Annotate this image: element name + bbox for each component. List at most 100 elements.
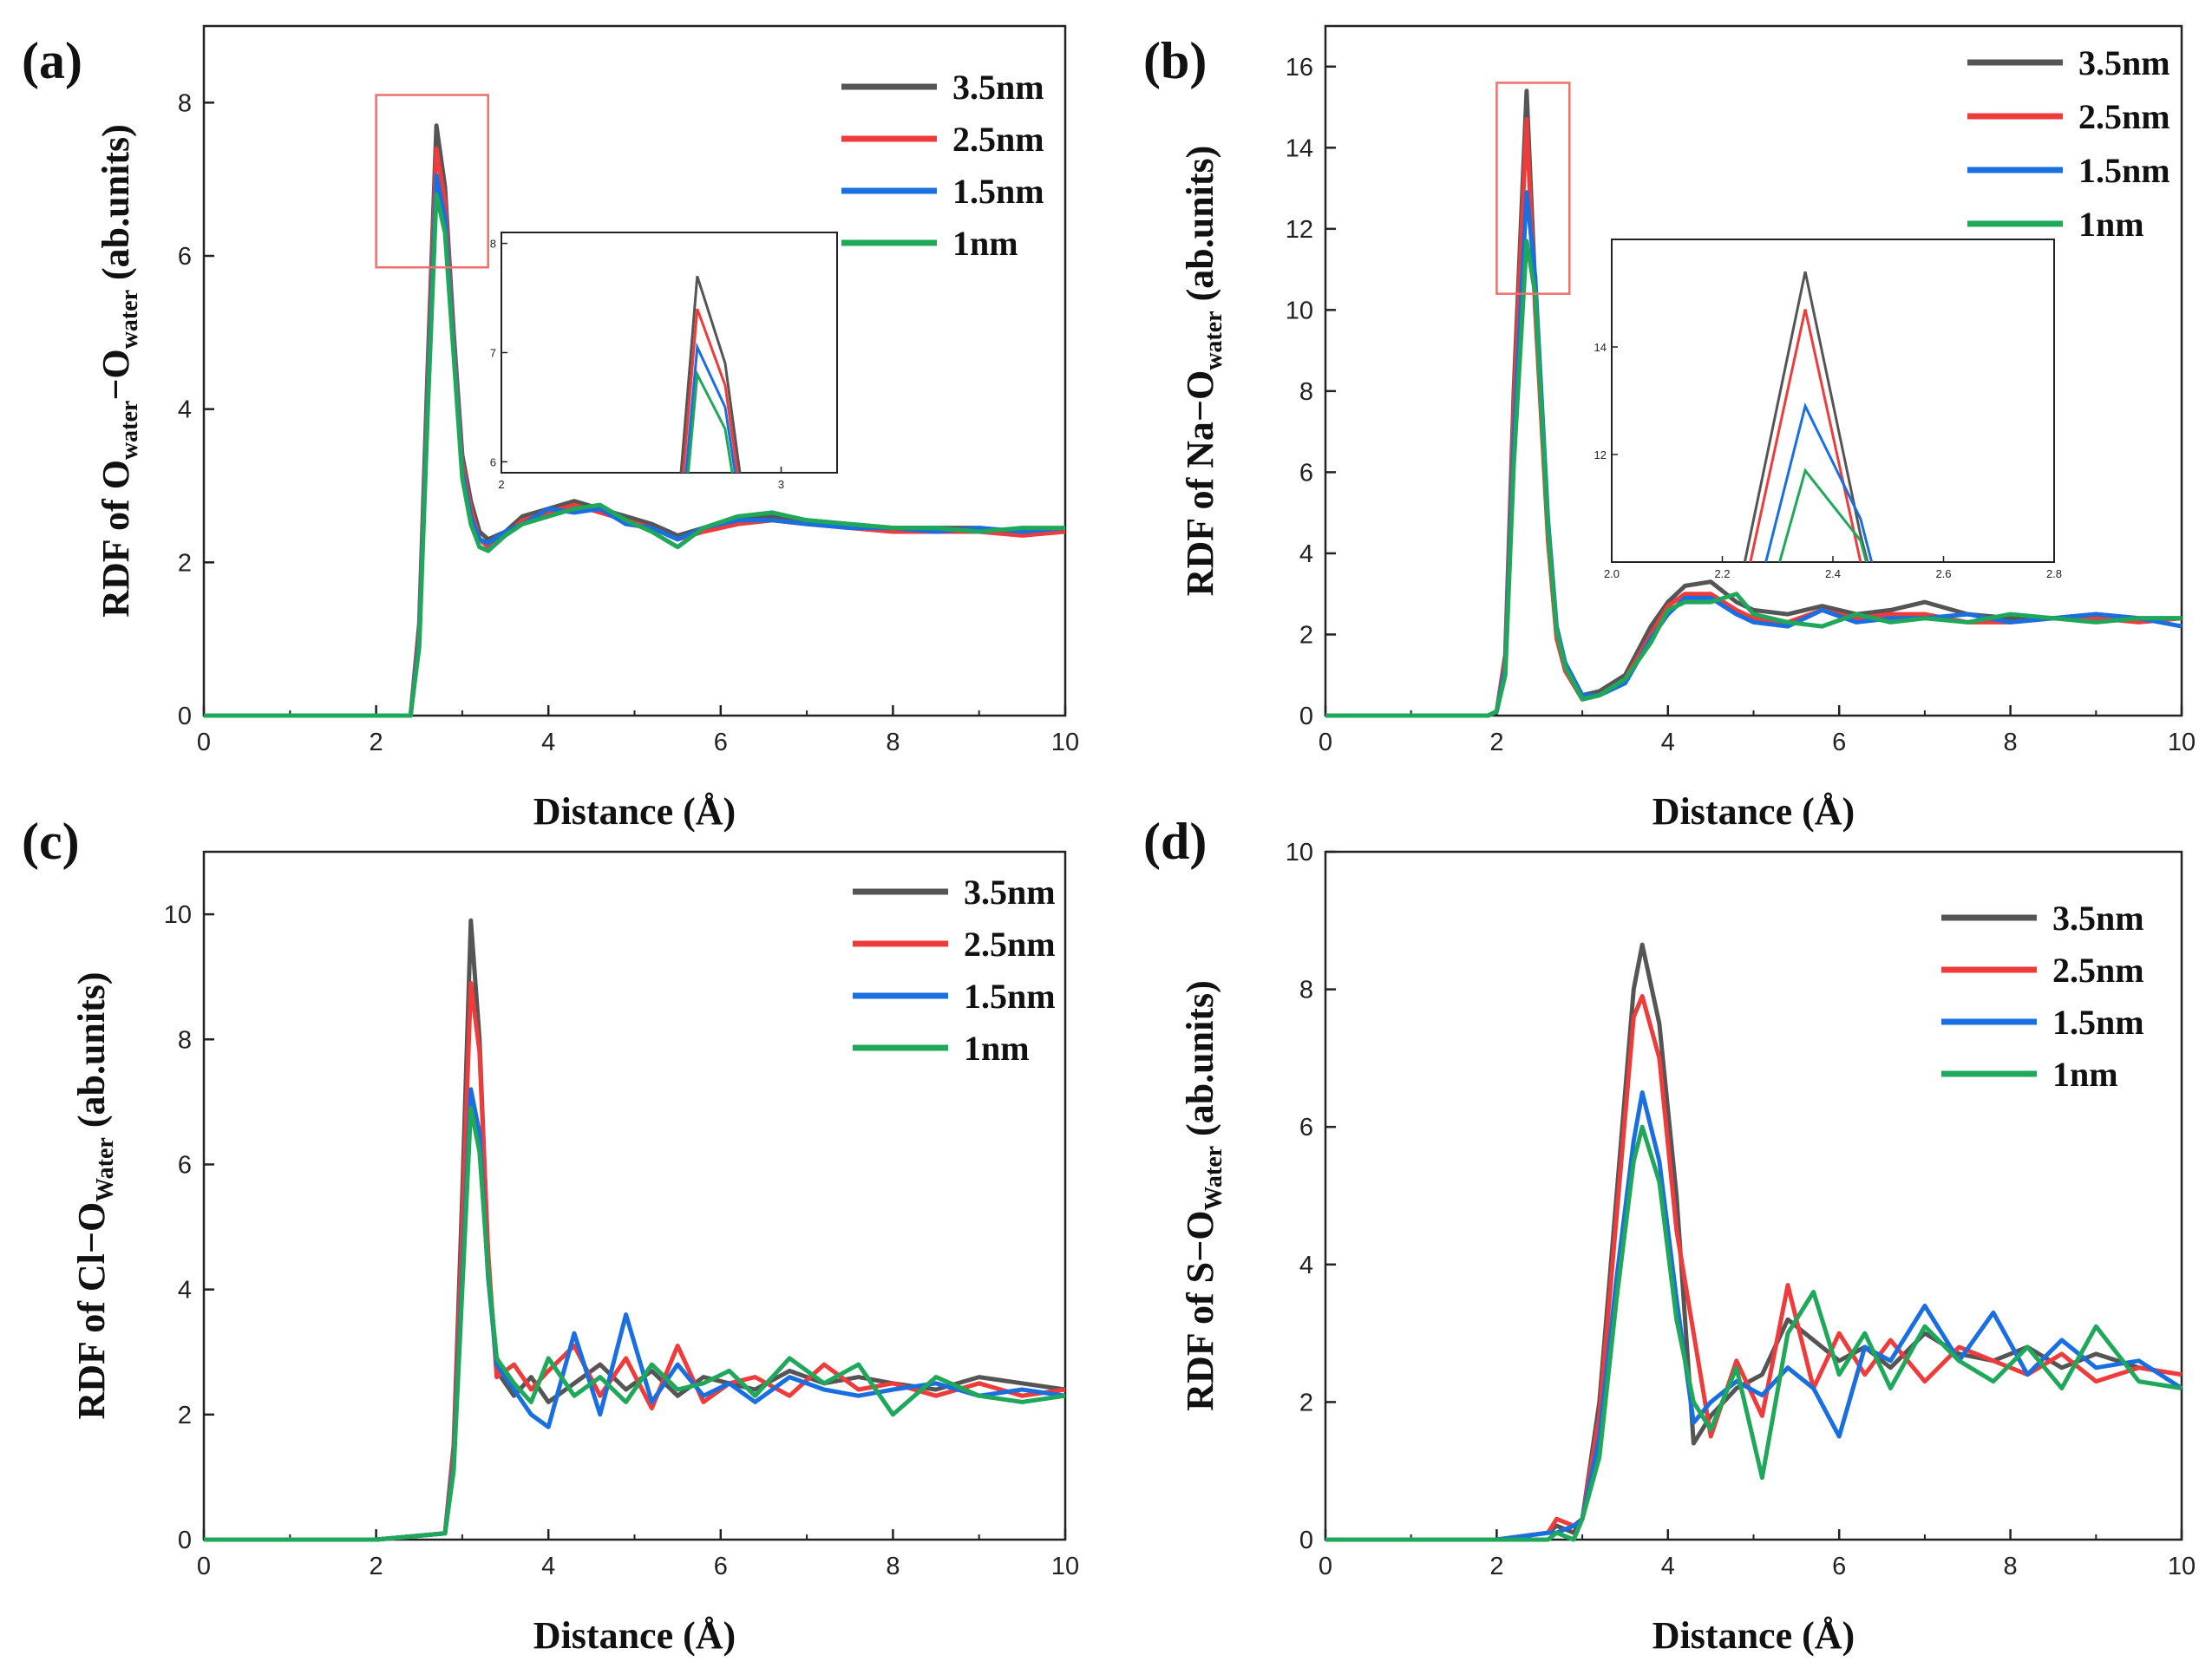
x-tick-label: 4: [1661, 729, 1675, 756]
legend-label: 1.5nm: [2052, 1003, 2144, 1042]
x-tick-label: 6: [714, 729, 728, 756]
y-label-subscript: water: [116, 290, 143, 349]
series-line-1.5nm: [204, 1087, 1066, 1542]
inset-y-tick-label: 14: [1594, 341, 1607, 354]
x-axis-label: Distance (Å): [1652, 1614, 1855, 1657]
y-tick-label: 4: [1299, 540, 1313, 568]
legend-label: 1.5nm: [2078, 151, 2170, 190]
inset-y-tick-label: 8: [490, 238, 496, 251]
y-tick-label: 2: [178, 549, 192, 577]
y-label-subscript: Water: [1201, 1146, 1227, 1211]
x-tick-label: 10: [2168, 729, 2196, 756]
y-label-part: RDF of Cl−O: [70, 1202, 113, 1420]
legend-label: 1.5nm: [964, 977, 1056, 1016]
series-line-2.5nm: [204, 980, 1066, 1542]
inset-plot: 2 3 6 7 8: [490, 232, 838, 491]
series-line-1nm: [1325, 1124, 2183, 1542]
x-tick-label: 2: [370, 1553, 383, 1580]
x-tick-label: 0: [197, 1553, 211, 1580]
y-label-part: −O: [95, 349, 137, 400]
y-tick-label: 6: [1299, 459, 1313, 487]
legend-label: 1.5nm: [952, 172, 1044, 211]
inset-y-tick-label: 7: [490, 347, 496, 360]
y-tick-label: 4: [178, 1277, 192, 1305]
series-line-1nm: [1325, 239, 2182, 718]
inset-x-tick-label: 2: [498, 478, 504, 491]
y-tick-label: 2: [1299, 1389, 1313, 1416]
x-tick-label: 2: [1489, 729, 1503, 756]
series-line-1.5nm: [1325, 1090, 2183, 1542]
panel-d: 0 2 4 6 8 10 0 2 4 6 8 10 (d) Distance (Å) RDF of S−OW…: [1143, 813, 2196, 1657]
x-tick-label: 8: [2004, 1553, 2018, 1580]
y-tick-label: 6: [178, 243, 192, 271]
inset-x-tick-label: 2.2: [1714, 567, 1730, 580]
legend-label: 3.5nm: [2078, 43, 2170, 82]
x-tick-label: 4: [1661, 1553, 1675, 1580]
x-tick-label: 10: [1051, 1553, 1079, 1580]
inset-x-tick-label: 3: [778, 478, 784, 491]
y-tick-label: 0: [1299, 1527, 1313, 1554]
y-label-subscript: Water: [92, 1137, 119, 1202]
y-tick-label: 10: [1286, 297, 1313, 324]
legend-label: 2.5nm: [952, 120, 1044, 159]
series-line-1nm: [204, 1106, 1066, 1542]
y-axis-label: RDF of Na−Owater (ab.units): [1179, 146, 1227, 597]
series-line-3.5nm: [204, 918, 1066, 1542]
y-label-part: (ab.units): [95, 124, 137, 290]
x-tick-label: 4: [541, 1553, 555, 1580]
inset-y-tick-label: 6: [490, 455, 496, 468]
x-tick-label: 6: [1832, 1553, 1846, 1580]
x-tick-label: 0: [1319, 1553, 1332, 1580]
x-tick-label: 4: [541, 729, 555, 756]
legend-label: 2.5nm: [964, 925, 1056, 964]
legend-label: 1nm: [964, 1029, 1030, 1068]
legend-label: 3.5nm: [952, 68, 1044, 107]
y-tick-label: 8: [178, 89, 192, 117]
x-axis-label: Distance (Å): [533, 1614, 736, 1657]
y-tick-label: 8: [1299, 378, 1313, 406]
y-tick-label: 4: [1299, 1252, 1313, 1279]
inset-frame: [501, 232, 838, 474]
x-axis-label: Distance (Å): [1652, 790, 1855, 833]
y-label-part: (ab.units): [70, 971, 113, 1137]
x-tick-label: 6: [714, 1553, 728, 1580]
panel-label: (d): [1143, 813, 1207, 870]
y-label-part: (ab.units): [1179, 980, 1221, 1146]
y-tick-label: 4: [178, 396, 192, 424]
panel-label: (b): [1143, 32, 1207, 89]
inset-x-tick-label: 2.6: [1935, 567, 1951, 580]
inset-y-tick-label: 12: [1594, 448, 1607, 461]
y-axis-label: RDF of Cl−OWater (ab.units): [70, 971, 119, 1419]
x-tick-label: 0: [1319, 729, 1332, 756]
x-tick-label: 0: [197, 729, 211, 756]
x-tick-label: 8: [886, 1553, 900, 1580]
series-line-1nm: [204, 192, 1065, 718]
y-label-part: RDF of S−O: [1179, 1211, 1221, 1411]
x-tick-label: 8: [2004, 729, 2018, 756]
inset-x-tick-label: 2.0: [1604, 567, 1620, 580]
legend-label: 1nm: [2052, 1055, 2118, 1094]
inset-series-line-1nm: [1777, 468, 1868, 562]
legend-label: 2.5nm: [2052, 951, 2144, 990]
y-label-subscript: water: [116, 401, 143, 460]
y-label-part: RDF of O: [95, 460, 137, 618]
y-tick-label: 16: [1286, 54, 1313, 82]
inset-x-tick-label: 2.4: [1825, 567, 1841, 580]
y-tick-label: 6: [178, 1151, 192, 1179]
panel-label: (c): [22, 813, 80, 870]
y-tick-label: 8: [1299, 977, 1313, 1004]
y-tick-label: 10: [164, 901, 192, 929]
y-tick-label: 0: [1299, 703, 1313, 730]
y-axis-label: RDF of S−OWater (ab.units): [1179, 980, 1227, 1411]
x-tick-label: 2: [1489, 1553, 1503, 1580]
panel-label: (a): [22, 32, 82, 89]
y-tick-label: 0: [178, 703, 192, 730]
zoom-highlight-box: [375, 94, 489, 269]
y-tick-label: 0: [178, 1527, 192, 1554]
legend-label: 2.5nm: [2078, 97, 2170, 136]
x-tick-label: 8: [886, 729, 900, 756]
plot-frame: [202, 850, 1067, 1541]
y-tick-label: 6: [1299, 1114, 1313, 1141]
